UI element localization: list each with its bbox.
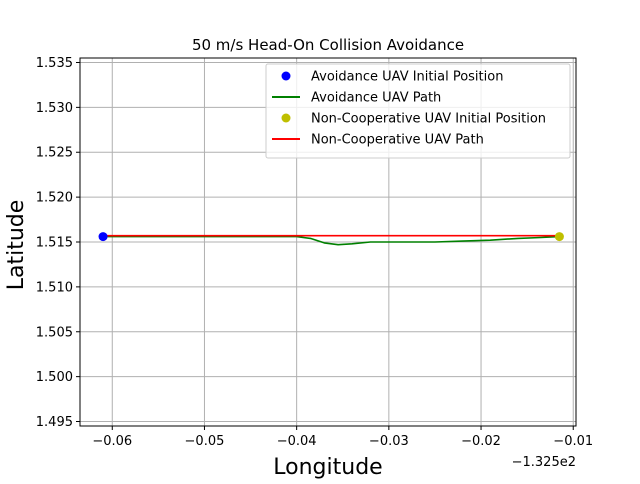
x-tick-label: −0.05 <box>185 434 225 449</box>
x-tick-label: −0.04 <box>277 434 317 449</box>
y-tick-label: 1.515 <box>36 236 73 251</box>
x-tick-label: −0.02 <box>461 434 501 449</box>
x-tick-label: −0.03 <box>369 434 409 449</box>
y-tick-label: 1.505 <box>36 325 73 340</box>
x-tick-label: −0.01 <box>553 434 593 449</box>
legend-marker <box>281 113 291 123</box>
legend-label: Avoidance UAV Initial Position <box>311 70 503 85</box>
y-tick-label: 1.495 <box>36 415 73 430</box>
legend: Avoidance UAV Initial Position Avoidance … <box>265 63 571 159</box>
y-tick-label: 1.520 <box>36 191 73 206</box>
x-tick-label: −0.06 <box>92 434 132 449</box>
y-tick-label: 1.510 <box>36 280 73 295</box>
legend-label: Non-Cooperative UAV Path <box>311 133 484 148</box>
legend-box <box>265 63 571 159</box>
series-marker <box>98 232 108 242</box>
y-tick-label: 1.530 <box>36 101 73 116</box>
x-offset-label: −1.325e2 <box>512 455 576 470</box>
legend-label: Avoidance UAV Path <box>311 91 441 106</box>
y-tick-label: 1.500 <box>36 370 73 385</box>
legend-marker <box>281 71 291 81</box>
chart-title: 50 m/s Head-On Collision Avoidance <box>192 36 464 54</box>
axis-ticks: −0.06 −0.05 −0.04 −0.03 −0.02 −0.01 1.495 1.500… <box>36 56 593 449</box>
y-tick-label: 1.535 <box>36 56 73 71</box>
y-tick-label: 1.525 <box>36 146 73 161</box>
plot-series <box>98 232 564 246</box>
x-axis-label: Longitude <box>273 455 382 480</box>
series-marker <box>554 232 564 242</box>
legend-label: Non-Cooperative UAV Initial Position <box>311 112 546 127</box>
y-axis-label: Latitude <box>4 200 29 291</box>
series-line <box>103 235 560 246</box>
